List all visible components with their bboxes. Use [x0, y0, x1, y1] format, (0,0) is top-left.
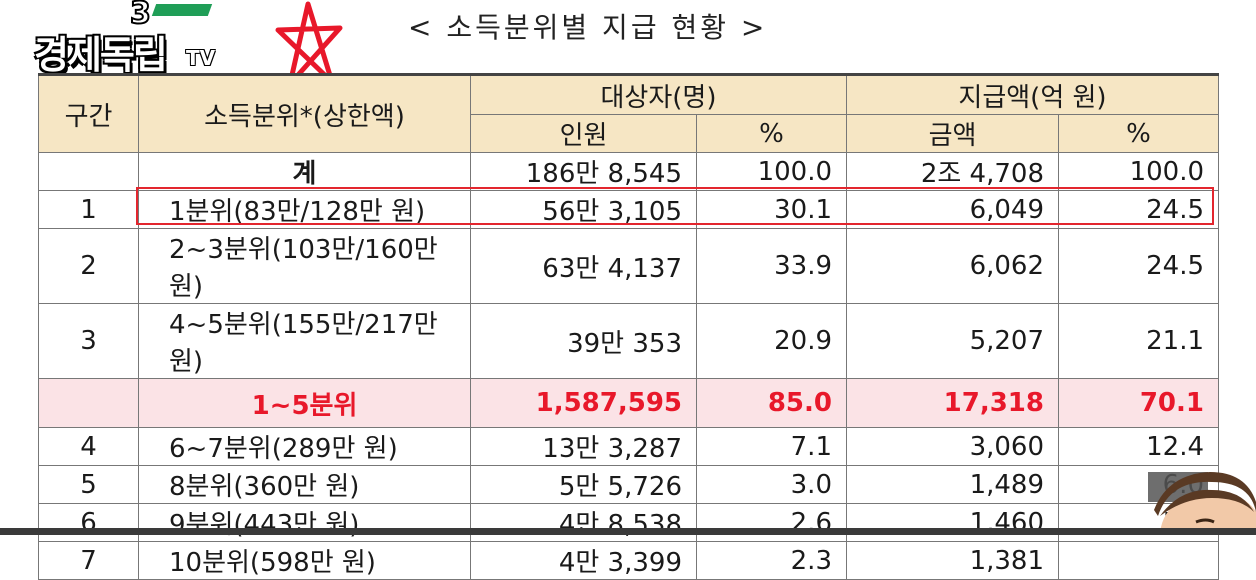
- channel-logo: 3 경제독립 TV: [34, 0, 224, 80]
- highlight-box: [136, 187, 1214, 225]
- table-row: 4 6~7분위(289만 원) 13만 3,287 7.1 3,060 12.4: [38, 427, 1219, 466]
- table-row: 6 9분위(443만 원) 4만 8,538 2.6 1,460 5.9: [38, 503, 1219, 542]
- logo-number: 3: [129, 0, 152, 31]
- table-row: 3 4~5분위(155만/217만 원) 39만 353 20.9 5,207 …: [38, 303, 1219, 379]
- header-money: 금액: [846, 114, 1059, 153]
- header-people: 인원: [470, 114, 697, 153]
- hand-drawn-star-icon: [275, 1, 343, 87]
- table-row-total: 계 186만 8,545 100.0 2조 4,708 100.0: [38, 152, 1219, 191]
- table-row: 2 2~3분위(103만/160만 원) 63만 4,137 33.9 6,06…: [38, 228, 1219, 304]
- total-label: 계: [138, 152, 471, 191]
- total-money: 2조 4,708: [846, 152, 1059, 191]
- table-row: 5 8분위(360만 원) 5만 5,726 3.0 1,489 6.0: [38, 465, 1219, 504]
- video-progress-bar[interactable]: [0, 528, 1256, 535]
- presenter-avatar: [1154, 472, 1256, 535]
- table-row: 7 10분위(598만 원) 4만 3,399 2.3 1,381: [38, 541, 1219, 580]
- logo-suffix: TV: [186, 46, 216, 70]
- logo-accent: [151, 4, 213, 16]
- total-people: 186만 8,545: [470, 152, 697, 191]
- page-title: < 소득분위별 지급 현황 >: [408, 11, 768, 44]
- table-row: 1 1분위(83만/128만 원) 56만 3,105 30.1 6,049 2…: [38, 190, 1219, 229]
- header-pct2: %: [1058, 114, 1219, 153]
- header-recipients: 대상자(명): [470, 73, 847, 115]
- logo-name: 경제독립: [34, 33, 168, 77]
- header-pct1: %: [696, 114, 847, 153]
- total-pct1: 100.0: [696, 152, 847, 191]
- header-income: 소득분위*(상한액): [138, 73, 471, 153]
- table-row-subtotal: 1~5분위 1,587,595 85.0 17,318 70.1: [38, 378, 1219, 428]
- header-amount: 지급액(억 원): [846, 73, 1219, 115]
- total-pct2: 100.0: [1058, 152, 1219, 191]
- header-section: 구간: [38, 73, 139, 153]
- income-quintile-table: 구간 소득분위*(상한액) 대상자(명) 지급액(억 원) 인원 % 금액 % …: [38, 73, 1219, 580]
